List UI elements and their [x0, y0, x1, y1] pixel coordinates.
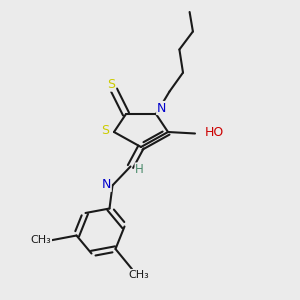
- Text: HO: HO: [205, 126, 224, 139]
- Text: S: S: [101, 124, 109, 137]
- Text: S: S: [108, 78, 116, 91]
- Text: CH₃: CH₃: [128, 269, 149, 280]
- Text: H: H: [135, 163, 144, 176]
- Text: CH₃: CH₃: [31, 235, 52, 245]
- Text: N: N: [157, 101, 166, 115]
- Text: N: N: [102, 178, 111, 191]
